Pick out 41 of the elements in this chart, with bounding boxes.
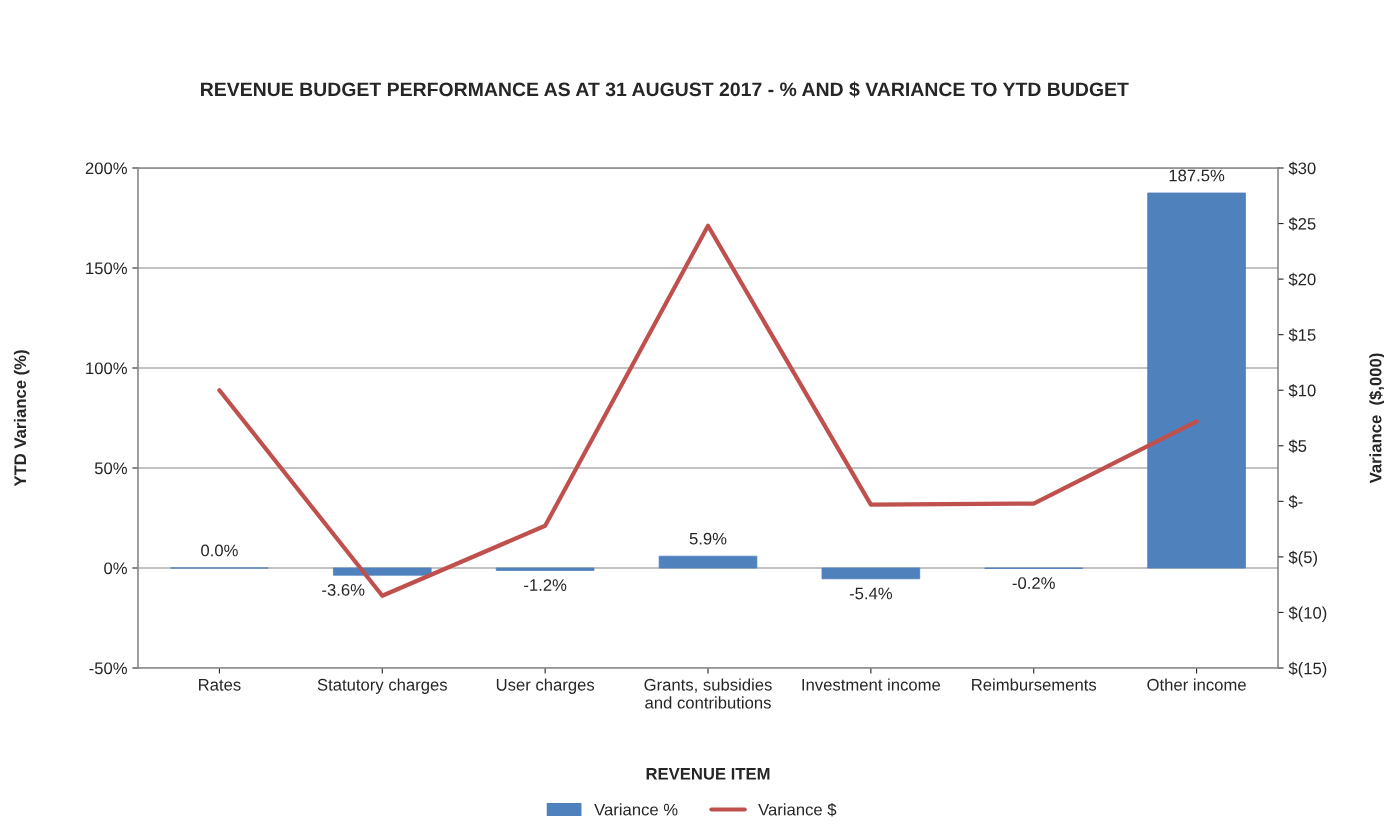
y2-tick-label: $15 bbox=[1288, 328, 1316, 342]
y-axis-title: YTD Variance (%) bbox=[13, 350, 30, 487]
x-tick-label: Grants, subsidies and contributions bbox=[644, 678, 772, 709]
x-tick-label: Reimbursements bbox=[972, 678, 1097, 691]
y2-tick-label: $5 bbox=[1288, 439, 1307, 453]
y2-tick-label: $(10) bbox=[1288, 606, 1327, 623]
x-axis-title: REVENUE ITEM bbox=[646, 768, 770, 780]
y-tick-label: 150% bbox=[86, 262, 127, 275]
y2-axis-title: Variance ($,000) bbox=[1368, 353, 1384, 484]
x-tick-label: Other income bbox=[1147, 678, 1246, 691]
x-tick-label: Statutory charges bbox=[317, 678, 447, 694]
y-tick-label: -50% bbox=[89, 662, 127, 675]
data-label: -5.4% bbox=[849, 587, 893, 600]
bar bbox=[495, 567, 595, 571]
y-tick-label: 50% bbox=[94, 462, 127, 475]
data-label: 0.0% bbox=[201, 544, 238, 557]
legend-label: Variance $ bbox=[758, 803, 837, 817]
y2-tick-label: $10 bbox=[1288, 383, 1316, 398]
legend-label: Variance % bbox=[594, 803, 678, 816]
data-label: -3.6% bbox=[322, 583, 365, 596]
y-tick-label: 100% bbox=[86, 362, 127, 375]
bar bbox=[1147, 192, 1246, 569]
data-label: -1.2% bbox=[524, 579, 567, 591]
y2-tick-label: $30 bbox=[1288, 161, 1316, 176]
y2-tick-label: $25 bbox=[1288, 217, 1316, 231]
x-tick-label: Rates bbox=[199, 679, 241, 691]
chart-title: REVENUE BUDGET PERFORMANCE AS AT 31 AUGUST 2017 - % AND $ VARIANCE TO YTD BUDGET bbox=[201, 81, 1129, 98]
y-tick-label: 200% bbox=[85, 162, 127, 175]
data-label: 187.5% bbox=[1169, 169, 1225, 182]
y2-tick-label: $- bbox=[1288, 495, 1303, 509]
data-label: -0.2% bbox=[1012, 577, 1055, 589]
y-tick-label: 0% bbox=[104, 562, 127, 575]
y2-tick-label: $(5) bbox=[1288, 550, 1318, 567]
bar bbox=[333, 567, 432, 576]
x-tick-label: User charges bbox=[496, 678, 595, 694]
y2-tick-label: $20 bbox=[1288, 272, 1316, 287]
data-label: 5.9% bbox=[689, 532, 727, 545]
x-tick-label: Investment income bbox=[802, 678, 941, 691]
bar bbox=[821, 567, 921, 580]
y2-tick-label: $(15) bbox=[1288, 661, 1327, 678]
bar bbox=[658, 555, 758, 569]
